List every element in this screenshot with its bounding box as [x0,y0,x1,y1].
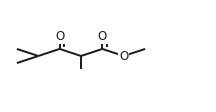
Text: O: O [119,50,128,62]
Text: O: O [55,30,64,43]
Text: O: O [98,30,107,43]
